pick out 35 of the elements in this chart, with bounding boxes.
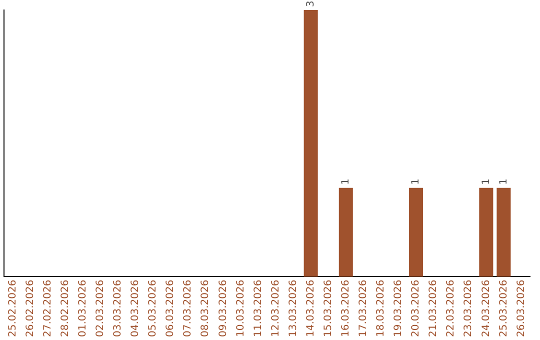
- x-tick-label: 08.03.2026: [200, 280, 212, 338]
- x-tick-label: 01.03.2026: [77, 280, 88, 338]
- x-tick-label: 06.03.2026: [165, 280, 176, 338]
- x-tick-label: 25.02.2026: [7, 280, 18, 338]
- x-tick-label: 24.03.2026: [480, 280, 492, 338]
- x-tick-label: 14.03.2026: [305, 280, 316, 338]
- x-tick-label: 03.03.2026: [112, 280, 124, 338]
- x-tick-label: 11.03.2026: [252, 280, 264, 338]
- x-tick-label: 04.03.2026: [130, 280, 142, 338]
- data-label: 1: [340, 178, 352, 185]
- x-tick-label: 25.03.2026: [498, 280, 510, 338]
- x-tick-label: 23.03.2026: [463, 280, 474, 338]
- x-tick-label: 28.02.2026: [60, 280, 71, 338]
- x-tick-label: 20.03.2026: [410, 280, 422, 338]
- data-label: 1: [410, 178, 422, 185]
- x-tick-label: 17.03.2026: [358, 280, 370, 338]
- x-tick-label: 13.03.2026: [288, 280, 299, 338]
- x-tick-label: 27.02.2026: [42, 280, 54, 338]
- x-tick-label: 09.03.2026: [218, 280, 229, 338]
- x-tick-label: 16.03.2026: [340, 280, 352, 338]
- x-tick-label: 18.03.2026: [376, 280, 387, 338]
- data-label: 1: [498, 178, 510, 185]
- x-tick-label: 07.03.2026: [182, 280, 194, 338]
- x-tick-label: 15.03.2026: [322, 280, 334, 338]
- x-tick-label: 05.03.2026: [148, 280, 159, 338]
- x-tick-label: 22.03.2026: [446, 280, 457, 338]
- x-tick-label: 12.03.2026: [270, 280, 282, 338]
- x-tick-label: 19.03.2026: [393, 280, 404, 338]
- x-tick-label: 26.02.2026: [24, 280, 36, 338]
- x-tick-label: 10.03.2026: [235, 280, 246, 338]
- x-tick-label: 26.03.2026: [516, 280, 527, 338]
- x-tick-label: 21.03.2026: [428, 280, 440, 338]
- data-label: 1: [480, 178, 492, 185]
- data-label: 3: [305, 0, 316, 7]
- x-tick-label: 02.03.2026: [95, 280, 106, 338]
